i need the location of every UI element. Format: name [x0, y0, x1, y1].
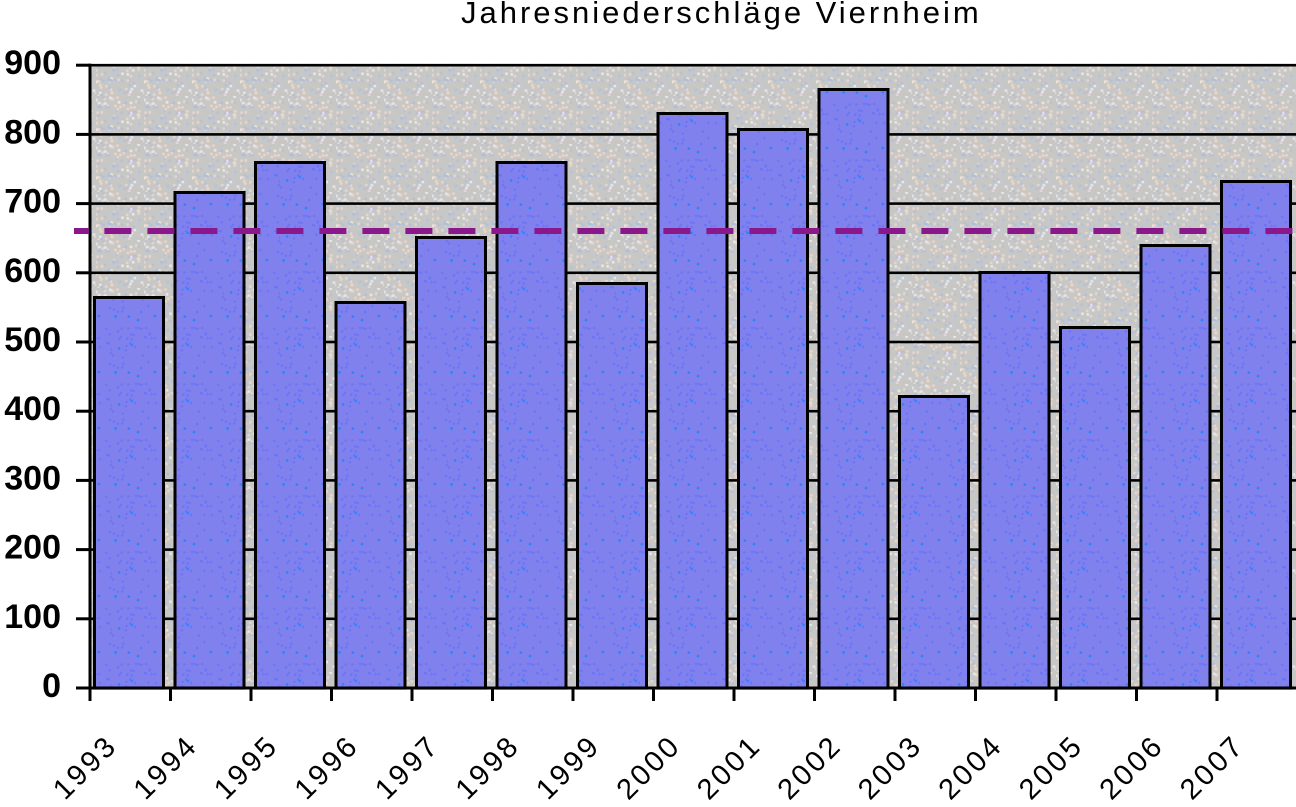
svg-text:0: 0	[42, 667, 61, 705]
svg-text:900: 900	[4, 44, 61, 82]
svg-text:100: 100	[4, 598, 61, 636]
svg-text:300: 300	[4, 459, 61, 497]
svg-text:400: 400	[4, 390, 61, 428]
svg-text:Jahresniederschläge Viernheim: Jahresniederschläge Viernheim	[461, 0, 982, 30]
svg-text:200: 200	[4, 529, 61, 567]
svg-text:500: 500	[4, 321, 61, 359]
svg-text:600: 600	[4, 252, 61, 290]
svg-text:700: 700	[4, 183, 61, 221]
svg-text:800: 800	[4, 113, 61, 151]
